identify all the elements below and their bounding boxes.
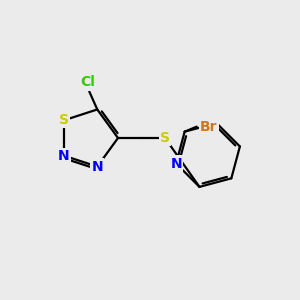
- Text: N: N: [92, 160, 103, 173]
- Text: S: S: [59, 113, 69, 128]
- Text: Cl: Cl: [80, 76, 95, 89]
- Text: N: N: [170, 157, 182, 170]
- Text: S: S: [160, 131, 170, 145]
- Text: Br: Br: [200, 120, 218, 134]
- Text: N: N: [58, 148, 70, 163]
